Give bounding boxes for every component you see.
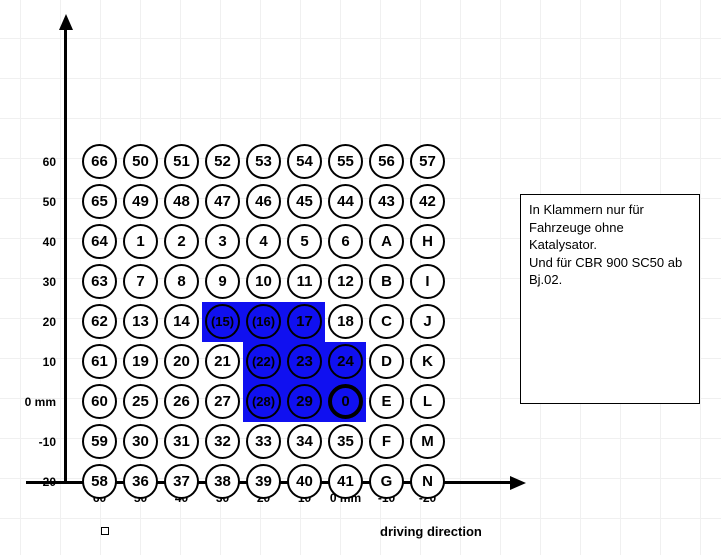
grid-cell: 64	[82, 224, 117, 259]
grid-cell: (15)	[205, 304, 240, 339]
grid-cell: 13	[123, 304, 158, 339]
grid-cell: 0	[328, 384, 363, 419]
grid-cell: E	[369, 384, 404, 419]
y-axis	[64, 28, 67, 481]
y-tick-label: 40	[16, 235, 56, 249]
grid-cell: 47	[205, 184, 240, 219]
grid-cell: 51	[164, 144, 199, 179]
grid-cell: 11	[287, 264, 322, 299]
eccentric-grid-diagram: -20-100 mm1020304050606050403020100 mm-1…	[0, 0, 721, 555]
grid-cell: 43	[369, 184, 404, 219]
y-tick-label: 30	[16, 275, 56, 289]
grid-cell: B	[369, 264, 404, 299]
grid-cell: 29	[287, 384, 322, 419]
grid-cell: 34	[287, 424, 322, 459]
grid-cell: 59	[82, 424, 117, 459]
grid-cell: 42	[410, 184, 445, 219]
grid-cell: M	[410, 424, 445, 459]
grid-cell: H	[410, 224, 445, 259]
grid-cell: 38	[205, 464, 240, 499]
y-tick-label: 60	[16, 155, 56, 169]
grid-cell: 31	[164, 424, 199, 459]
grid-cell: 2	[164, 224, 199, 259]
grid-cell: 48	[164, 184, 199, 219]
grid-cell: G	[369, 464, 404, 499]
grid-cell: 56	[369, 144, 404, 179]
grid-cell: 35	[328, 424, 363, 459]
grid-cell: 9	[205, 264, 240, 299]
grid-cell: 63	[82, 264, 117, 299]
grid-cell: 50	[123, 144, 158, 179]
grid-cell: 60	[82, 384, 117, 419]
y-tick-label: -20	[16, 475, 56, 489]
grid-cell: 58	[82, 464, 117, 499]
grid-cell: 41	[328, 464, 363, 499]
grid-cell: A	[369, 224, 404, 259]
y-tick-label: -10	[16, 435, 56, 449]
y-tick-label: 10	[16, 355, 56, 369]
grid-cell: D	[369, 344, 404, 379]
grid-cell: 4	[246, 224, 281, 259]
grid-cell: 55	[328, 144, 363, 179]
grid-cell: I	[410, 264, 445, 299]
y-tick-label: 50	[16, 195, 56, 209]
grid-cell: 5	[287, 224, 322, 259]
grid-cell: 39	[246, 464, 281, 499]
grid-cell: 7	[123, 264, 158, 299]
grid-cell: 33	[246, 424, 281, 459]
y-axis-arrow	[59, 14, 73, 30]
grid-cell: 27	[205, 384, 240, 419]
grid-cell: 62	[82, 304, 117, 339]
grid-cell: 46	[246, 184, 281, 219]
grid-cell: 24	[328, 344, 363, 379]
grid-cell: 26	[164, 384, 199, 419]
grid-cell: 45	[287, 184, 322, 219]
x-axis-arrow	[510, 476, 526, 490]
grid-cell: 21	[205, 344, 240, 379]
y-tick-label: 20	[16, 315, 56, 329]
grid-cell: 6	[328, 224, 363, 259]
grid-cell: 65	[82, 184, 117, 219]
grid-cell: 32	[205, 424, 240, 459]
grid-cell: 30	[123, 424, 158, 459]
grid-cell: 44	[328, 184, 363, 219]
grid-cell: 12	[328, 264, 363, 299]
grid-cell: 17	[287, 304, 322, 339]
grid-cell: F	[369, 424, 404, 459]
grid-cell: 40	[287, 464, 322, 499]
grid-cell: (16)	[246, 304, 281, 339]
grid-cell: (22)	[246, 344, 281, 379]
grid-cell: 57	[410, 144, 445, 179]
y-tick-label: 0 mm	[16, 395, 56, 409]
grid-cell: 8	[164, 264, 199, 299]
grid-cell: 23	[287, 344, 322, 379]
grid-cell: 66	[82, 144, 117, 179]
grid-cell: 37	[164, 464, 199, 499]
grid-cell: 61	[82, 344, 117, 379]
grid-cell: C	[369, 304, 404, 339]
grid-cell: 14	[164, 304, 199, 339]
grid-cell: 52	[205, 144, 240, 179]
grid-cell: 10	[246, 264, 281, 299]
grid-cell: J	[410, 304, 445, 339]
grid-cell: K	[410, 344, 445, 379]
grid-cell: 53	[246, 144, 281, 179]
grid-cell: 20	[164, 344, 199, 379]
grid-cell: 54	[287, 144, 322, 179]
grid-cell: N	[410, 464, 445, 499]
grid-cell: 1	[123, 224, 158, 259]
grid-cell: 18	[328, 304, 363, 339]
grid-cell: 36	[123, 464, 158, 499]
grid-cell: L	[410, 384, 445, 419]
grid-cell: 3	[205, 224, 240, 259]
grid-cell: 25	[123, 384, 158, 419]
grid-cell: (28)	[246, 384, 281, 419]
grid-cell: 19	[123, 344, 158, 379]
grid-cell: 49	[123, 184, 158, 219]
